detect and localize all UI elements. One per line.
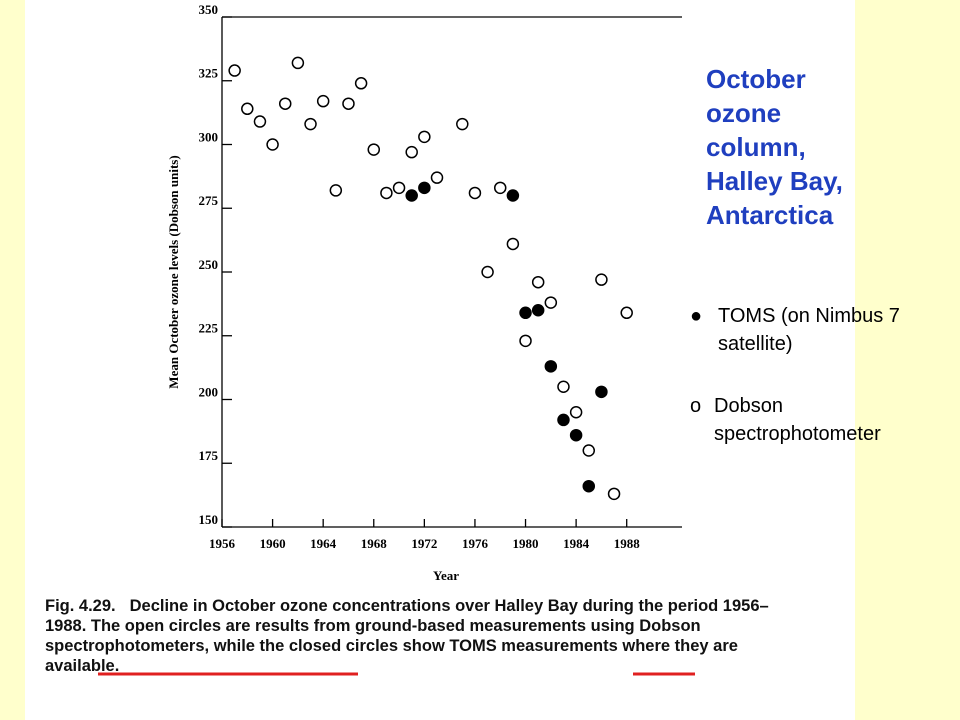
point — [481, 265, 494, 279]
legend-label: TOMS (on Nimbus 7 satellite) — [718, 305, 900, 355]
point — [405, 189, 418, 202]
point — [519, 334, 532, 348]
y-tick-label: 300 — [199, 129, 219, 144]
point — [557, 380, 570, 393]
point — [430, 171, 444, 184]
caption: Fig. 4.29. Decline in October ozone conce… — [45, 596, 790, 676]
x-tick-label: 1984 — [563, 536, 590, 551]
x-tick-label: 1980 — [513, 536, 539, 551]
caption-label: Fig. 4.29. — [45, 597, 116, 615]
caption-text: Decline in October ozone concentrations … — [45, 597, 769, 675]
point — [506, 237, 520, 251]
point — [468, 186, 482, 200]
point — [342, 97, 355, 110]
point — [544, 296, 558, 309]
point — [380, 186, 393, 200]
y-tick-label: 175 — [199, 448, 219, 463]
point — [354, 77, 368, 90]
x-tick-label: 1976 — [462, 536, 489, 551]
point — [278, 97, 292, 110]
point — [241, 102, 254, 116]
y-tick-label: 250 — [199, 257, 219, 272]
x-tick-label: 1956 — [209, 536, 236, 551]
point — [253, 115, 267, 128]
point — [291, 56, 305, 70]
point — [329, 184, 343, 197]
sheet — [25, 0, 855, 720]
legend-item: o Dobson spectrophotometer — [690, 392, 955, 448]
point — [531, 275, 545, 289]
legend-item: ● TOMS (on Nimbus 7 satellite) — [690, 302, 955, 358]
point — [456, 117, 469, 131]
point — [228, 64, 241, 77]
point — [392, 181, 406, 195]
point — [418, 181, 431, 195]
point — [569, 406, 583, 419]
legend-marker: o — [690, 395, 702, 417]
slide-title: October ozone column, Halley Bay, Antarc… — [706, 64, 843, 230]
y-tick-label: 350 — [199, 2, 219, 17]
y-tick-label: 225 — [199, 321, 219, 336]
point — [506, 189, 520, 202]
point — [266, 138, 279, 151]
point — [557, 413, 570, 427]
point — [620, 306, 633, 320]
point — [519, 306, 532, 320]
point — [582, 444, 596, 457]
point — [607, 487, 621, 501]
x-tick-label: 1988 — [614, 536, 641, 551]
point — [595, 273, 608, 286]
y-axis-label: Mean October ozone levels (Dobson units) — [166, 155, 181, 388]
y-tick-label: 325 — [199, 66, 219, 81]
x-tick-label: 1968 — [361, 536, 388, 551]
point — [367, 143, 381, 156]
point — [304, 117, 317, 131]
point — [493, 181, 507, 195]
x-tick-label: 1972 — [411, 536, 437, 551]
point — [595, 385, 608, 399]
legend-label: Dobson spectrophotometer — [714, 395, 881, 445]
x-axis-label: Year — [433, 568, 459, 583]
point — [405, 145, 418, 159]
point — [418, 130, 431, 144]
y-tick-label: 150 — [199, 512, 219, 527]
legend-marker: ● — [690, 305, 703, 327]
x-tick-label: 1960 — [260, 536, 286, 551]
point — [569, 428, 583, 442]
point — [582, 479, 596, 493]
x-tick-label: 1964 — [310, 536, 337, 551]
y-tick-label: 275 — [199, 193, 219, 208]
point — [316, 94, 330, 108]
y-tick-label: 200 — [199, 384, 219, 399]
point — [544, 360, 558, 373]
point — [531, 304, 545, 317]
